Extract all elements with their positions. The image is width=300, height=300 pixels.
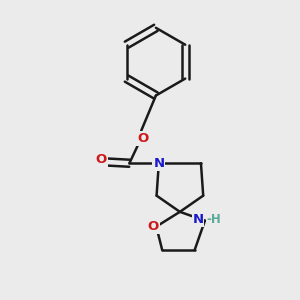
Text: O: O xyxy=(96,153,107,166)
Text: N: N xyxy=(192,213,203,226)
Text: O: O xyxy=(148,220,159,233)
Text: O: O xyxy=(137,132,148,145)
Text: -H: -H xyxy=(206,213,221,226)
Text: N: N xyxy=(153,157,164,170)
